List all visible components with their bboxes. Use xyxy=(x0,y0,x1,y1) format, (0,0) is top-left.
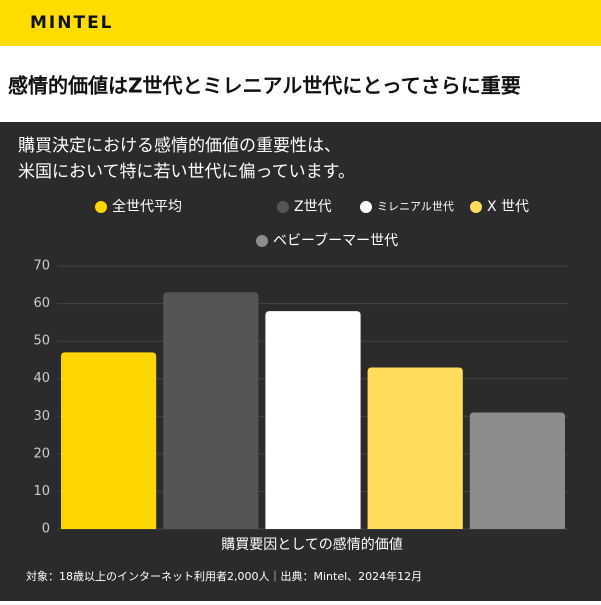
legend-label: Z世代 xyxy=(294,199,332,215)
legend-swatch xyxy=(95,201,107,213)
source-note: 対象：18歳以上のインターネット利用者2,000人｜出典：Mintel、2024… xyxy=(26,569,422,583)
y-tick-label: 0 xyxy=(42,522,50,537)
y-tick-label: 30 xyxy=(33,409,50,424)
legend-swatch xyxy=(360,201,372,213)
y-tick-label: 10 xyxy=(33,484,50,499)
legend-label: 全世代平均 xyxy=(112,198,182,215)
bar xyxy=(265,311,361,529)
title-band xyxy=(0,46,601,122)
y-tick-label: 40 xyxy=(33,371,50,386)
bar xyxy=(61,352,157,529)
legend-label: ミレニアル世代 xyxy=(377,200,454,213)
bar xyxy=(163,292,259,529)
y-tick-label: 70 xyxy=(33,259,50,274)
legend-swatch xyxy=(256,235,268,247)
header-band xyxy=(0,0,601,46)
bar xyxy=(367,367,463,529)
x-category-label: 購買要因としての感情的価値 xyxy=(221,536,403,553)
y-tick-label: 50 xyxy=(33,334,50,349)
legend-swatch xyxy=(277,201,289,213)
brand: MINTEL xyxy=(30,13,114,33)
subtitle: 購買決定における感情的価値の重要性は、 xyxy=(18,136,341,156)
y-tick-label: 60 xyxy=(33,296,50,311)
page-title: 感情的価値はZ世代とミレニアル世代にとってさらに重要 xyxy=(8,74,521,98)
subtitle: 米国において特に若い世代に偏っています。 xyxy=(18,162,355,182)
legend-label: ベビーブーマー世代 xyxy=(273,232,398,249)
y-tick-label: 20 xyxy=(33,446,50,461)
bar xyxy=(469,412,565,529)
legend-label: X 世代 xyxy=(487,199,529,215)
legend-swatch xyxy=(470,201,482,213)
